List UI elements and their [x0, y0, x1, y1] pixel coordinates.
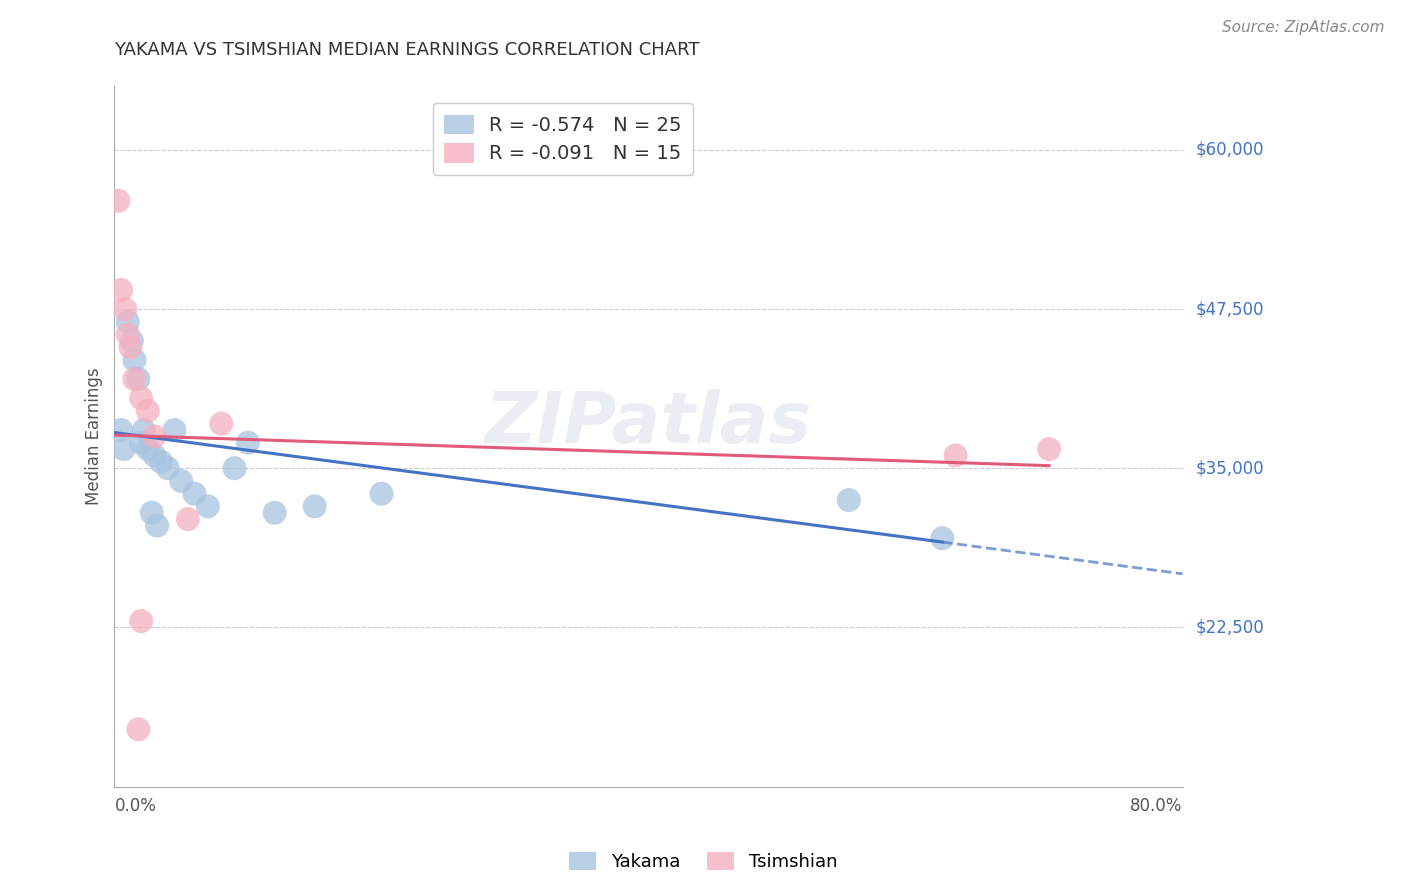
Point — [143, 429, 166, 443]
Text: $35,000: $35,000 — [1195, 459, 1264, 477]
Point — [370, 486, 392, 500]
Point — [163, 423, 186, 437]
Legend: R = -0.574   N = 25, R = -0.091   N = 15: R = -0.574 N = 25, R = -0.091 N = 15 — [433, 103, 693, 175]
Point — [146, 518, 169, 533]
Point — [107, 194, 129, 208]
Text: 0.0%: 0.0% — [114, 797, 156, 814]
Text: ZIPatlas: ZIPatlas — [485, 389, 813, 458]
Point — [838, 493, 860, 508]
Point — [150, 455, 173, 469]
Point — [263, 506, 285, 520]
Point — [124, 353, 146, 368]
Y-axis label: Median Earnings: Median Earnings — [86, 368, 103, 505]
Point — [931, 531, 953, 545]
Point — [117, 315, 139, 329]
Point — [136, 404, 159, 418]
Point — [156, 461, 179, 475]
Point — [124, 372, 146, 386]
Point — [112, 442, 135, 456]
Point — [129, 614, 152, 628]
Point — [143, 449, 166, 463]
Point — [120, 340, 142, 354]
Text: $60,000: $60,000 — [1195, 141, 1264, 159]
Text: $22,500: $22,500 — [1195, 618, 1264, 636]
Point — [141, 506, 163, 520]
Point — [224, 461, 246, 475]
Point — [114, 301, 136, 316]
Point — [127, 723, 149, 737]
Point — [129, 435, 152, 450]
Text: 80.0%: 80.0% — [1130, 797, 1182, 814]
Point — [1038, 442, 1060, 456]
Point — [129, 391, 152, 405]
Point — [236, 435, 259, 450]
Point — [110, 283, 132, 297]
Point — [117, 327, 139, 342]
Point — [110, 423, 132, 437]
Point — [170, 474, 193, 488]
Legend: Yakama, Tsimshian: Yakama, Tsimshian — [562, 845, 844, 879]
Point — [127, 372, 149, 386]
Point — [209, 417, 232, 431]
Point — [197, 500, 219, 514]
Point — [304, 500, 326, 514]
Point — [121, 334, 143, 348]
Point — [136, 442, 159, 456]
Point — [945, 449, 967, 463]
Point — [177, 512, 200, 526]
Text: $47,500: $47,500 — [1195, 300, 1264, 318]
Text: Source: ZipAtlas.com: Source: ZipAtlas.com — [1222, 20, 1385, 35]
Point — [183, 486, 205, 500]
Point — [132, 423, 155, 437]
Text: YAKAMA VS TSIMSHIAN MEDIAN EARNINGS CORRELATION CHART: YAKAMA VS TSIMSHIAN MEDIAN EARNINGS CORR… — [114, 42, 700, 60]
